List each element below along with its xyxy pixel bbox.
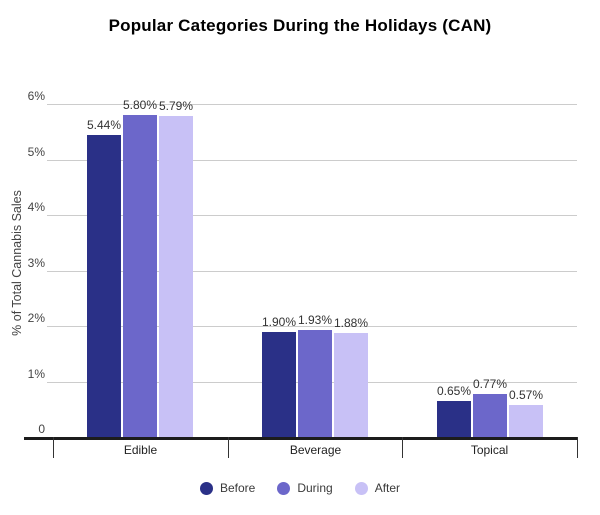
bar-topical-before[interactable] bbox=[437, 401, 471, 437]
legend-label: Before bbox=[219, 481, 256, 495]
y-axis-tick-label: 3% bbox=[27, 256, 45, 270]
y-axis-tick-label: 5% bbox=[27, 145, 45, 159]
legend-swatch-icon bbox=[199, 481, 213, 495]
y-axis-tick-label: 2% bbox=[27, 311, 45, 325]
bar-value-label: 0.77% bbox=[472, 377, 508, 391]
y-axis-tick-label: 0 bbox=[38, 422, 45, 436]
bar-edible-during[interactable] bbox=[123, 115, 157, 437]
bar-value-label: 0.65% bbox=[436, 384, 472, 398]
axis-tick bbox=[577, 437, 578, 458]
y-axis-tick-label: 1% bbox=[27, 367, 45, 381]
category-label-topical: Topical bbox=[470, 443, 509, 457]
bar-value-label: 1.90% bbox=[261, 315, 297, 329]
chart-title: Popular Categories During the Holidays (… bbox=[108, 16, 492, 35]
gridline bbox=[47, 271, 577, 272]
bar-value-label: 1.93% bbox=[297, 313, 333, 327]
y-axis-tick-label: 6% bbox=[27, 89, 45, 103]
bar-value-label: 0.57% bbox=[508, 388, 544, 402]
legend-label: During bbox=[297, 481, 333, 495]
bar-beverage-before[interactable] bbox=[262, 332, 296, 437]
bar-beverage-after[interactable] bbox=[334, 333, 368, 437]
legend-item-before[interactable]: Before bbox=[199, 481, 256, 495]
axis-tick bbox=[402, 437, 403, 458]
gridline bbox=[47, 160, 577, 161]
gridline bbox=[47, 215, 577, 216]
legend-item-after[interactable]: After bbox=[354, 481, 401, 495]
legend-swatch-icon bbox=[354, 481, 368, 495]
bar-beverage-during[interactable] bbox=[298, 330, 332, 437]
gridline bbox=[47, 104, 577, 105]
bar-value-label: 5.79% bbox=[158, 99, 194, 113]
category-label-beverage: Beverage bbox=[289, 443, 342, 457]
gridline bbox=[47, 326, 577, 327]
chart-legend: Before During After bbox=[0, 481, 600, 495]
bar-edible-after[interactable] bbox=[159, 116, 193, 437]
x-axis-baseline bbox=[24, 437, 578, 440]
bar-value-label: 5.80% bbox=[122, 98, 158, 112]
axis-tick bbox=[53, 437, 54, 458]
legend-label: After bbox=[374, 481, 401, 495]
legend-item-during[interactable]: During bbox=[277, 481, 333, 495]
bar-edible-before[interactable] bbox=[87, 135, 121, 437]
bar-topical-after[interactable] bbox=[509, 405, 543, 437]
category-label-edible: Edible bbox=[123, 443, 158, 457]
bar-value-label: 1.88% bbox=[333, 316, 369, 330]
bar-value-label: 5.44% bbox=[86, 118, 122, 132]
legend-swatch-icon bbox=[277, 481, 291, 495]
y-axis-tick-label: 4% bbox=[27, 200, 45, 214]
bar-topical-during[interactable] bbox=[473, 394, 507, 437]
axis-tick bbox=[228, 437, 229, 458]
